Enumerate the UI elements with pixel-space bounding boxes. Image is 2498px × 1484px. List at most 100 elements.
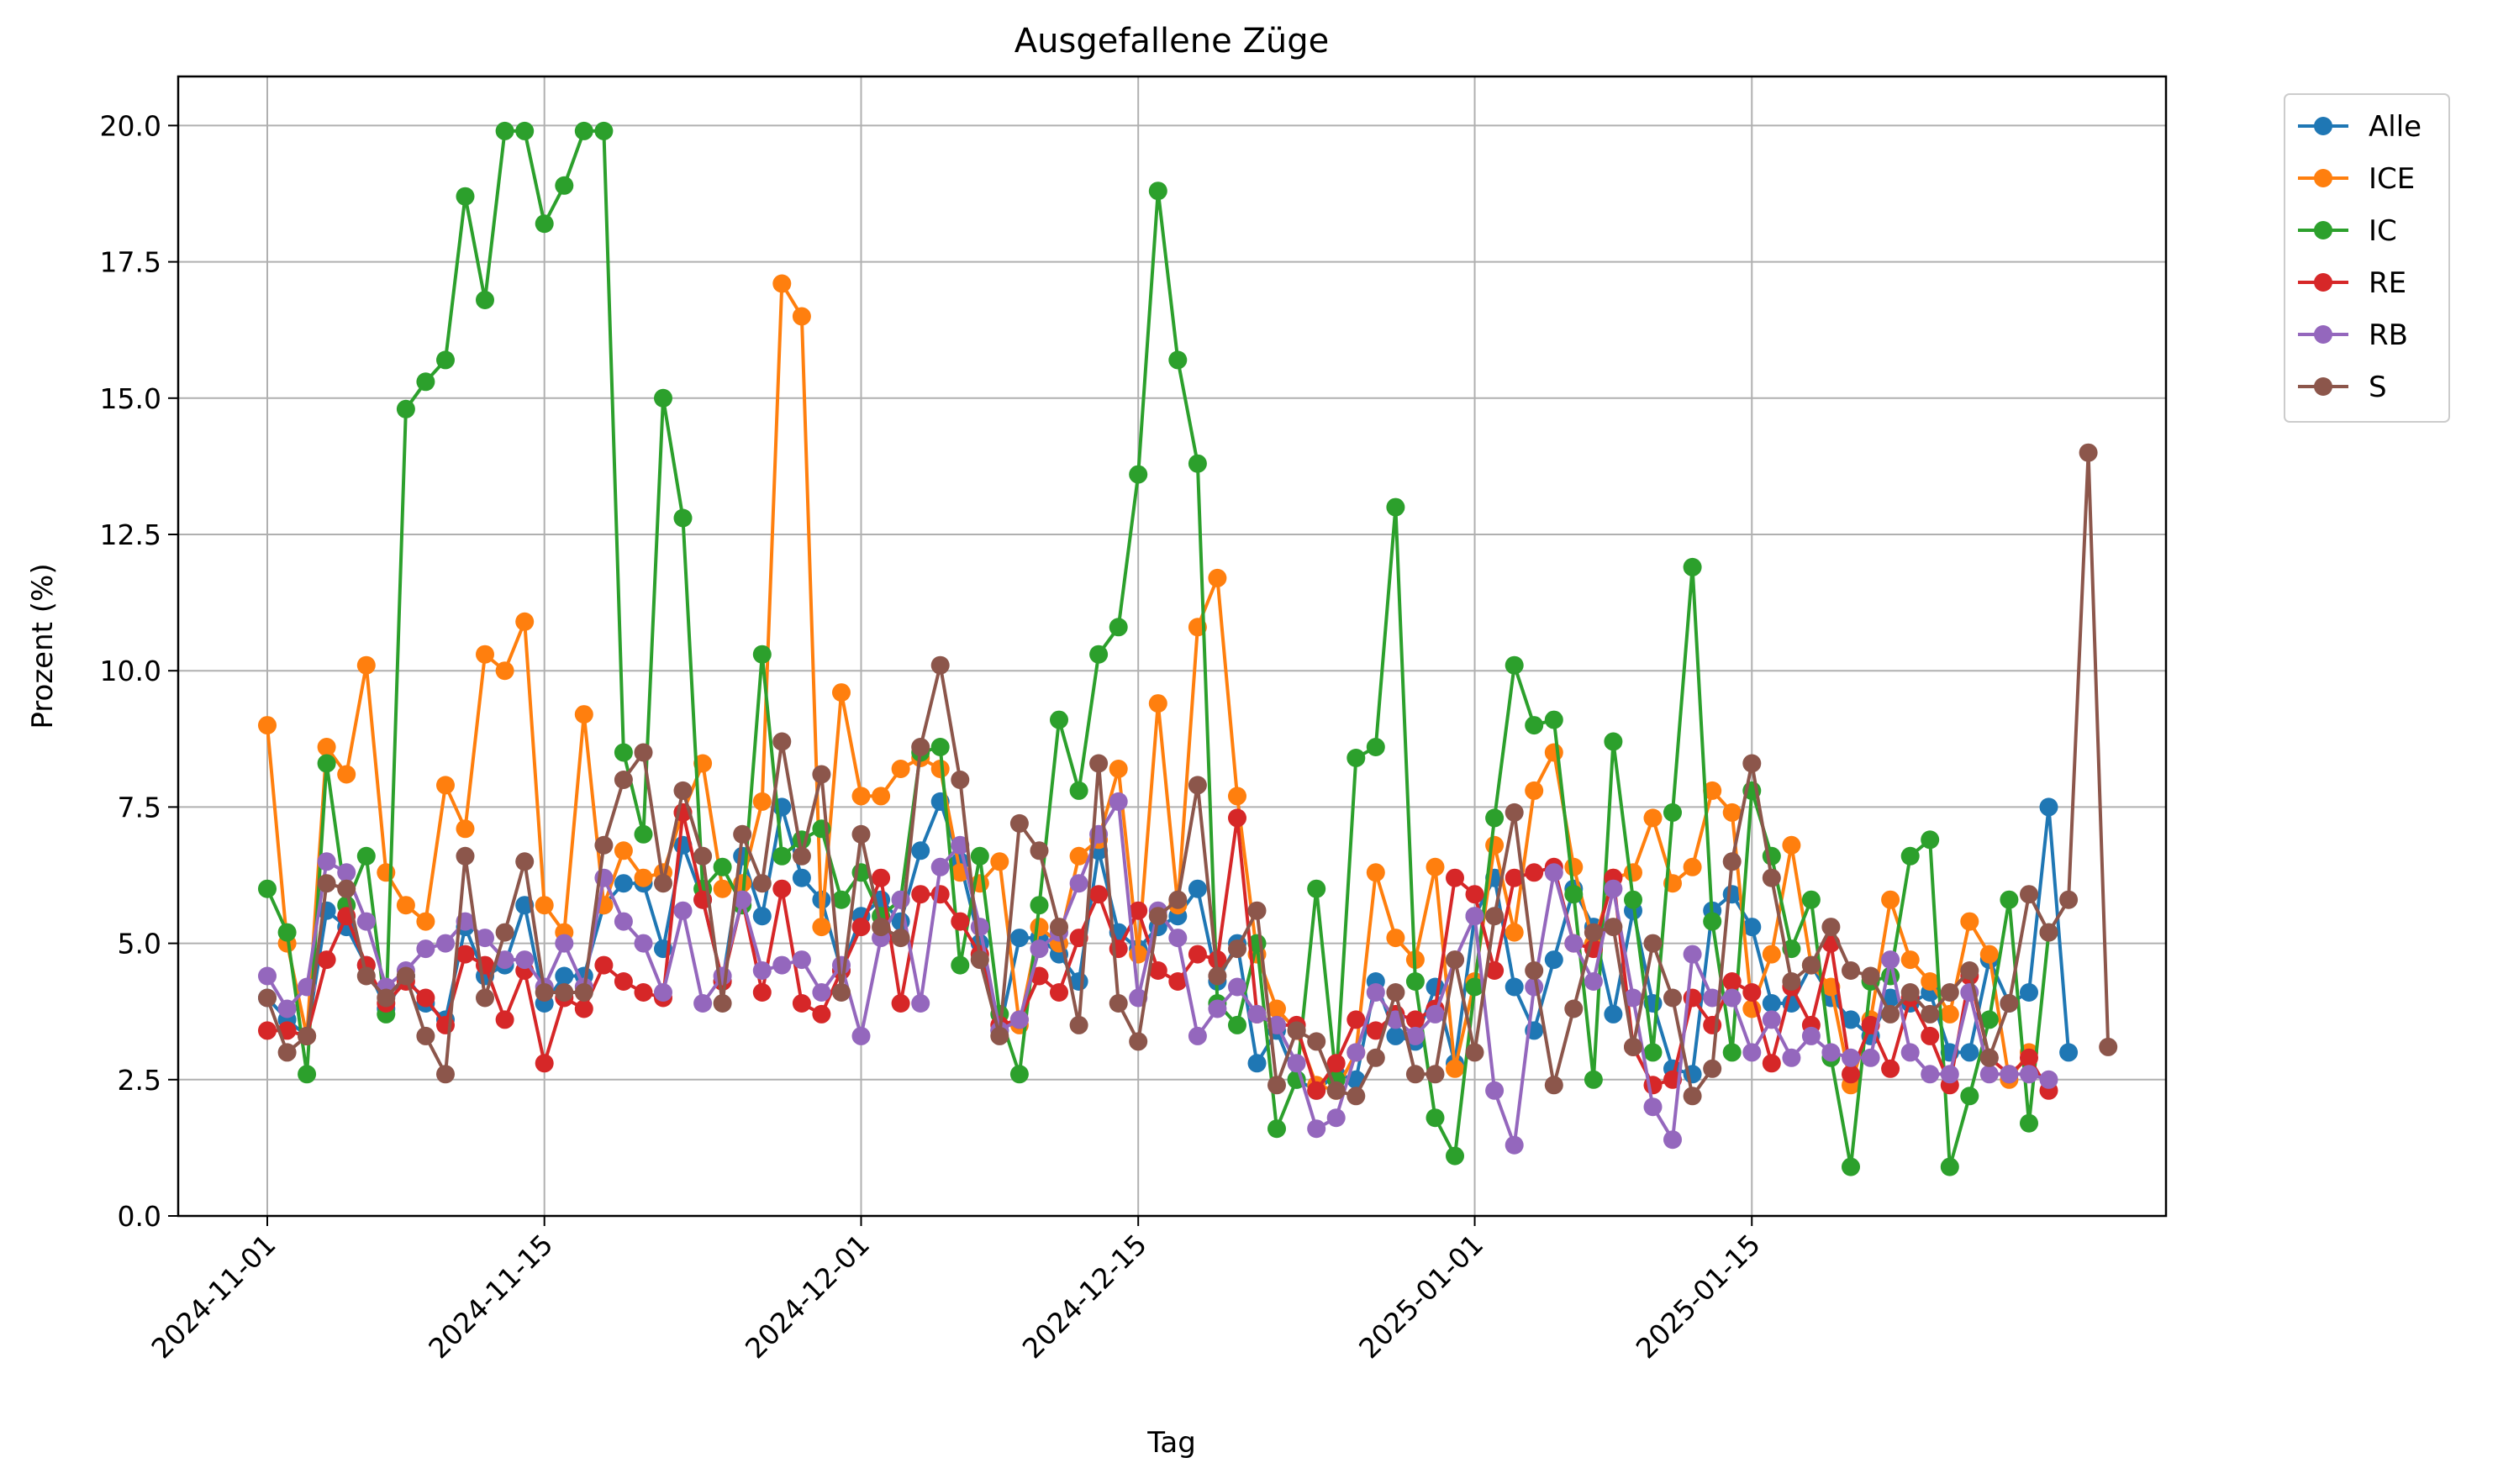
x-axis-label: Tag [1146, 1426, 1196, 1460]
data-point [1782, 835, 1801, 855]
data-point [1921, 972, 1940, 991]
data-point [2079, 443, 2098, 462]
data-point [990, 1026, 1009, 1045]
legend-swatch-marker [2314, 325, 2332, 344]
data-point [1842, 1065, 1860, 1084]
chart-title: Ausgefallene Züge [1014, 22, 1329, 61]
data-point [535, 896, 554, 915]
data-point [476, 645, 494, 664]
data-point [317, 874, 336, 893]
data-point [2039, 1070, 2058, 1089]
data-point [277, 999, 297, 1018]
data-point [1703, 912, 1722, 931]
data-point [574, 121, 593, 140]
data-point [1030, 841, 1049, 860]
data-point [337, 879, 356, 898]
legend-swatch-marker [2314, 117, 2332, 135]
data-point [1979, 1065, 1999, 1084]
data-point [1188, 776, 1207, 795]
data-point [515, 950, 535, 970]
data-point [574, 999, 593, 1018]
data-point [317, 754, 336, 773]
data-point [436, 934, 455, 953]
data-point [1940, 1065, 1959, 1084]
data-point [2020, 1048, 2038, 1067]
data-point [614, 841, 633, 860]
data-point [1465, 907, 1484, 926]
legend: Alle ICE IC RE RB S [2284, 93, 2450, 423]
data-point [1247, 1054, 1267, 1073]
data-point [1326, 1108, 1346, 1128]
y-tick-label: 10.0 [100, 655, 161, 687]
data-point [1267, 1119, 1286, 1139]
data-point [1960, 912, 1979, 931]
data-point [574, 705, 593, 724]
legend-swatch-marker [2314, 221, 2332, 239]
data-point [1762, 945, 1781, 964]
y-tick-label: 12.5 [100, 518, 161, 551]
data-point [891, 760, 910, 778]
data-point [1940, 983, 1959, 1002]
y-tick-label: 20.0 [100, 109, 161, 142]
data-point [1624, 1037, 1642, 1056]
data-point [317, 950, 336, 970]
data-point [456, 846, 475, 866]
data-point [416, 939, 435, 959]
data-point [515, 852, 535, 871]
data-point [970, 918, 989, 937]
data-point [614, 771, 633, 789]
data-point [1366, 983, 1385, 1002]
data-point [1208, 999, 1227, 1018]
legend-label: RB [2369, 318, 2408, 352]
data-point [1643, 808, 1663, 828]
series-line [266, 450, 2111, 1098]
data-point [1722, 988, 1742, 1008]
data-point [1069, 1015, 1088, 1034]
data-point [356, 655, 376, 675]
data-point [1663, 1130, 1682, 1150]
data-point [1446, 1146, 1464, 1166]
data-point [634, 824, 653, 844]
data-point [1446, 950, 1464, 970]
data-point [416, 912, 435, 931]
data-point [1762, 868, 1781, 887]
data-point [614, 874, 633, 893]
data-point [1861, 1048, 1880, 1067]
data-point [2000, 890, 2019, 909]
data-point [1405, 1010, 1425, 1029]
legend-label: Alle [2369, 110, 2422, 144]
data-point [1228, 1015, 1246, 1034]
data-point [1604, 1004, 1623, 1024]
data-point [1505, 977, 1524, 997]
data-point [1267, 999, 1286, 1018]
data-point [1921, 830, 1940, 850]
data-point [1109, 994, 1128, 1013]
data-point [1208, 568, 1227, 587]
data-point [356, 846, 376, 866]
data-point [634, 983, 653, 1002]
data-point [693, 754, 713, 773]
data-point [456, 819, 475, 839]
data-point [654, 874, 672, 893]
data-point [1722, 972, 1742, 991]
data-point [1742, 1043, 1762, 1062]
data-point [1148, 907, 1167, 926]
data-point [535, 214, 554, 234]
data-point [1228, 787, 1246, 806]
legend-item: ICE [2298, 162, 2415, 196]
data-point [693, 994, 713, 1013]
data-point [752, 907, 772, 926]
data-point [1465, 977, 1484, 997]
data-point [2000, 1065, 2019, 1084]
data-point [832, 955, 851, 975]
data-point [337, 863, 356, 882]
data-point [515, 612, 535, 631]
data-point [258, 879, 277, 898]
data-point [1801, 1026, 1821, 1045]
legend-label: RE [2369, 266, 2406, 300]
data-point [1900, 1043, 1920, 1062]
data-point [930, 760, 950, 778]
data-point [1505, 803, 1524, 822]
legend-item: IC [2298, 214, 2397, 248]
data-point [1485, 835, 1505, 855]
